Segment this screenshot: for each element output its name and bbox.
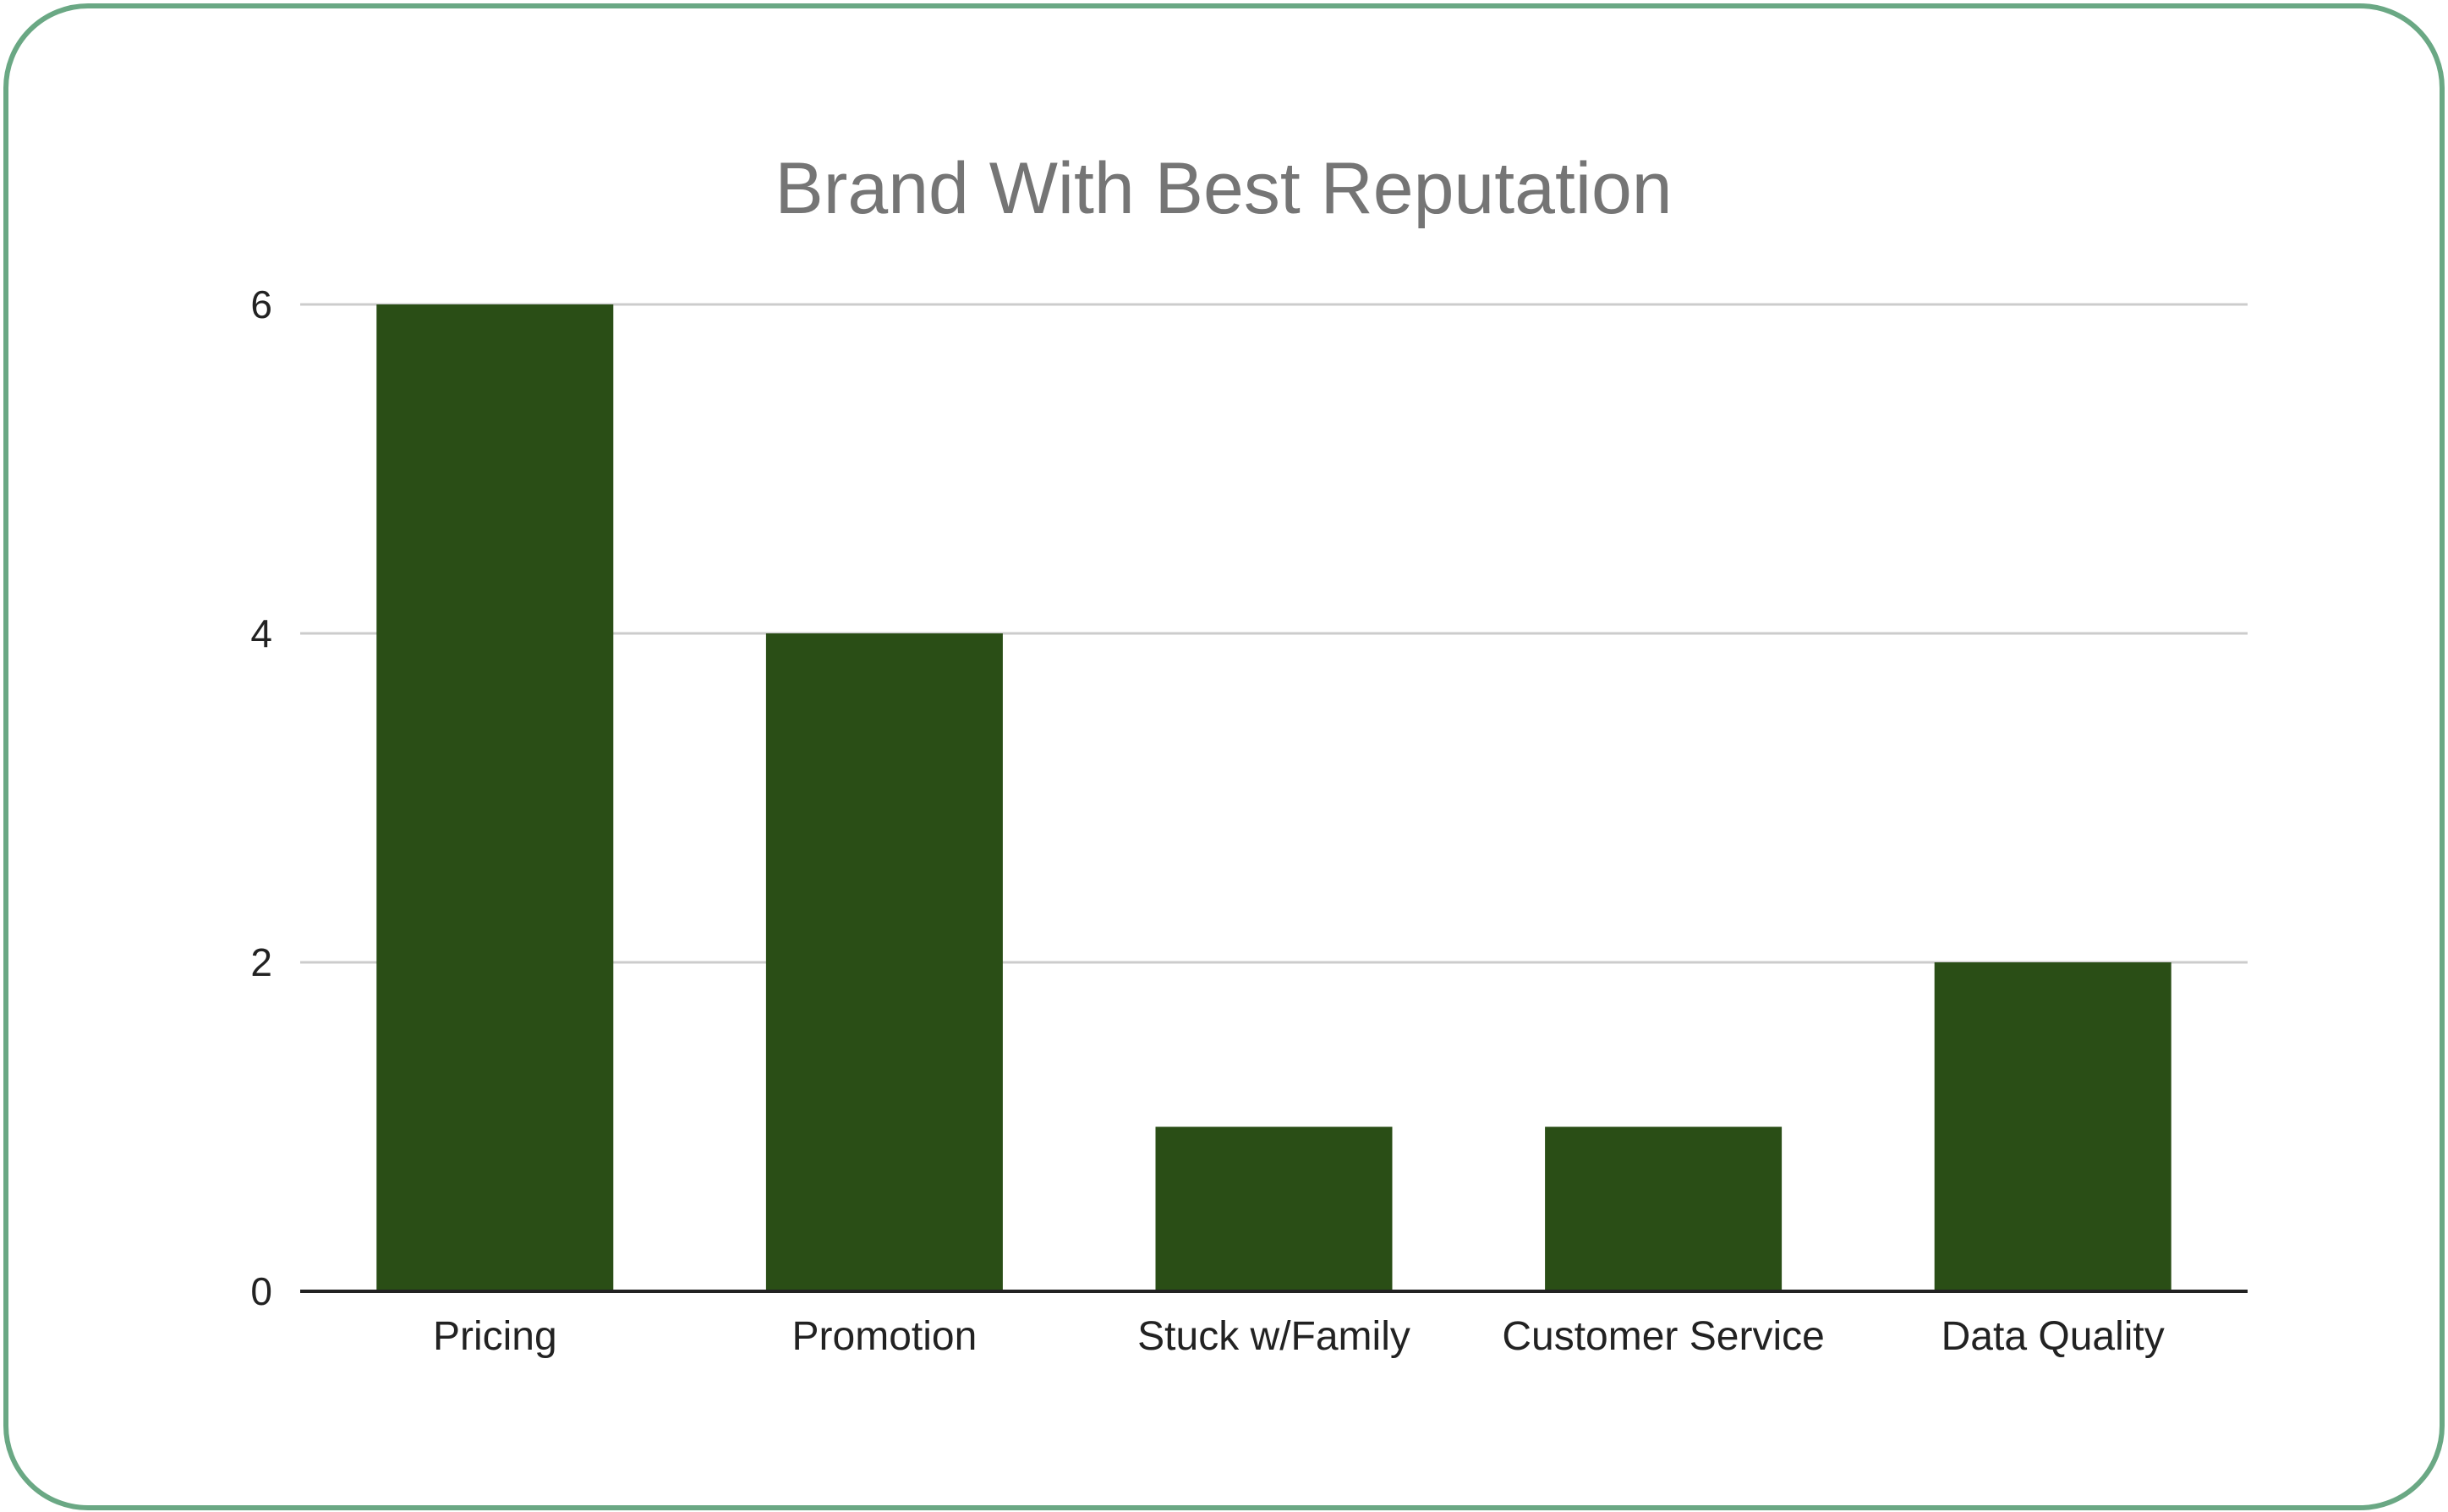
category-labels: Pricing Promotion Stuck w/Family Customer S… <box>433 1314 2165 1359</box>
y-tick-label: 6 <box>250 282 272 326</box>
y-tick-label: 4 <box>250 611 272 655</box>
y-tick-label: 2 <box>250 940 272 984</box>
bar-data-quality <box>1934 962 2171 1291</box>
category-label: Customer Service <box>1502 1314 1824 1359</box>
category-label: Promotion <box>792 1314 978 1359</box>
bar-customer-service <box>1545 1126 1783 1291</box>
bar-pricing <box>376 304 614 1291</box>
chart-title: Brand With Best Reputation <box>775 148 1672 229</box>
y-tick-label: 0 <box>250 1269 272 1313</box>
bar-promotion <box>765 633 1003 1291</box>
gridlines <box>300 303 2248 964</box>
bar-stuck-w-family <box>1155 1126 1393 1291</box>
y-tick-labels: 0 2 4 6 <box>250 282 272 1313</box>
category-label: Pricing <box>433 1314 557 1359</box>
category-label: Data Quality <box>1941 1314 2165 1359</box>
bars <box>376 304 2171 1291</box>
category-label: Stuck w/Family <box>1137 1314 1410 1359</box>
